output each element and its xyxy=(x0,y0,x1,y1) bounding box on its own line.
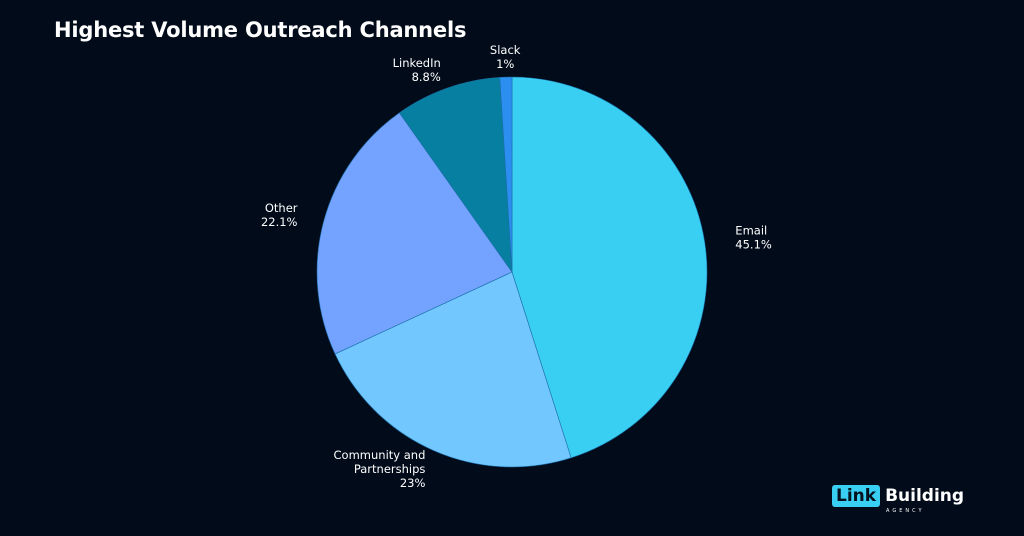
chart-title: Highest Volume Outreach Channels xyxy=(54,18,467,42)
slice-value-label: 8.8% xyxy=(412,70,441,84)
pie-slice-community-and-partnerships xyxy=(334,271,572,468)
pie-slices xyxy=(316,76,708,468)
pie-slice-email xyxy=(511,76,708,459)
brand-logo: Link Building AGENCY xyxy=(832,485,964,519)
logo-badge: Link xyxy=(832,485,881,507)
pie-slice-other xyxy=(316,112,513,355)
slice-label-other: Other 22.1% xyxy=(261,201,298,229)
slice-label-slack: Slack 1% xyxy=(490,43,521,71)
slice-name-label: Other xyxy=(265,201,298,215)
slice-label-email: Email 45.1% xyxy=(735,223,772,251)
logo-word: Building xyxy=(885,486,965,506)
slice-name-label: Slack xyxy=(490,43,521,57)
slice-name-label: Partnerships xyxy=(354,462,426,476)
slice-value-label: 1% xyxy=(496,57,514,71)
slice-value-label: 45.1% xyxy=(735,237,772,251)
pie-slice-slack xyxy=(499,76,513,273)
pie-labels: Email 45.1% Community and Partnerships 23% Ot… xyxy=(261,43,772,490)
slice-label-community-and-partnerships: Community and Partnerships 23% xyxy=(334,448,426,490)
slice-name-label: Community and xyxy=(334,448,426,462)
slice-name-label: LinkedIn xyxy=(393,56,441,70)
pie-slice-linkedin xyxy=(398,77,513,274)
slice-label-linkedin: LinkedIn 8.8% xyxy=(393,56,441,84)
slice-name-label: Email xyxy=(735,223,767,237)
slice-value-label: 22.1% xyxy=(261,215,298,229)
logo-subtitle: AGENCY xyxy=(886,508,925,514)
slice-value-label: 23% xyxy=(400,476,426,490)
